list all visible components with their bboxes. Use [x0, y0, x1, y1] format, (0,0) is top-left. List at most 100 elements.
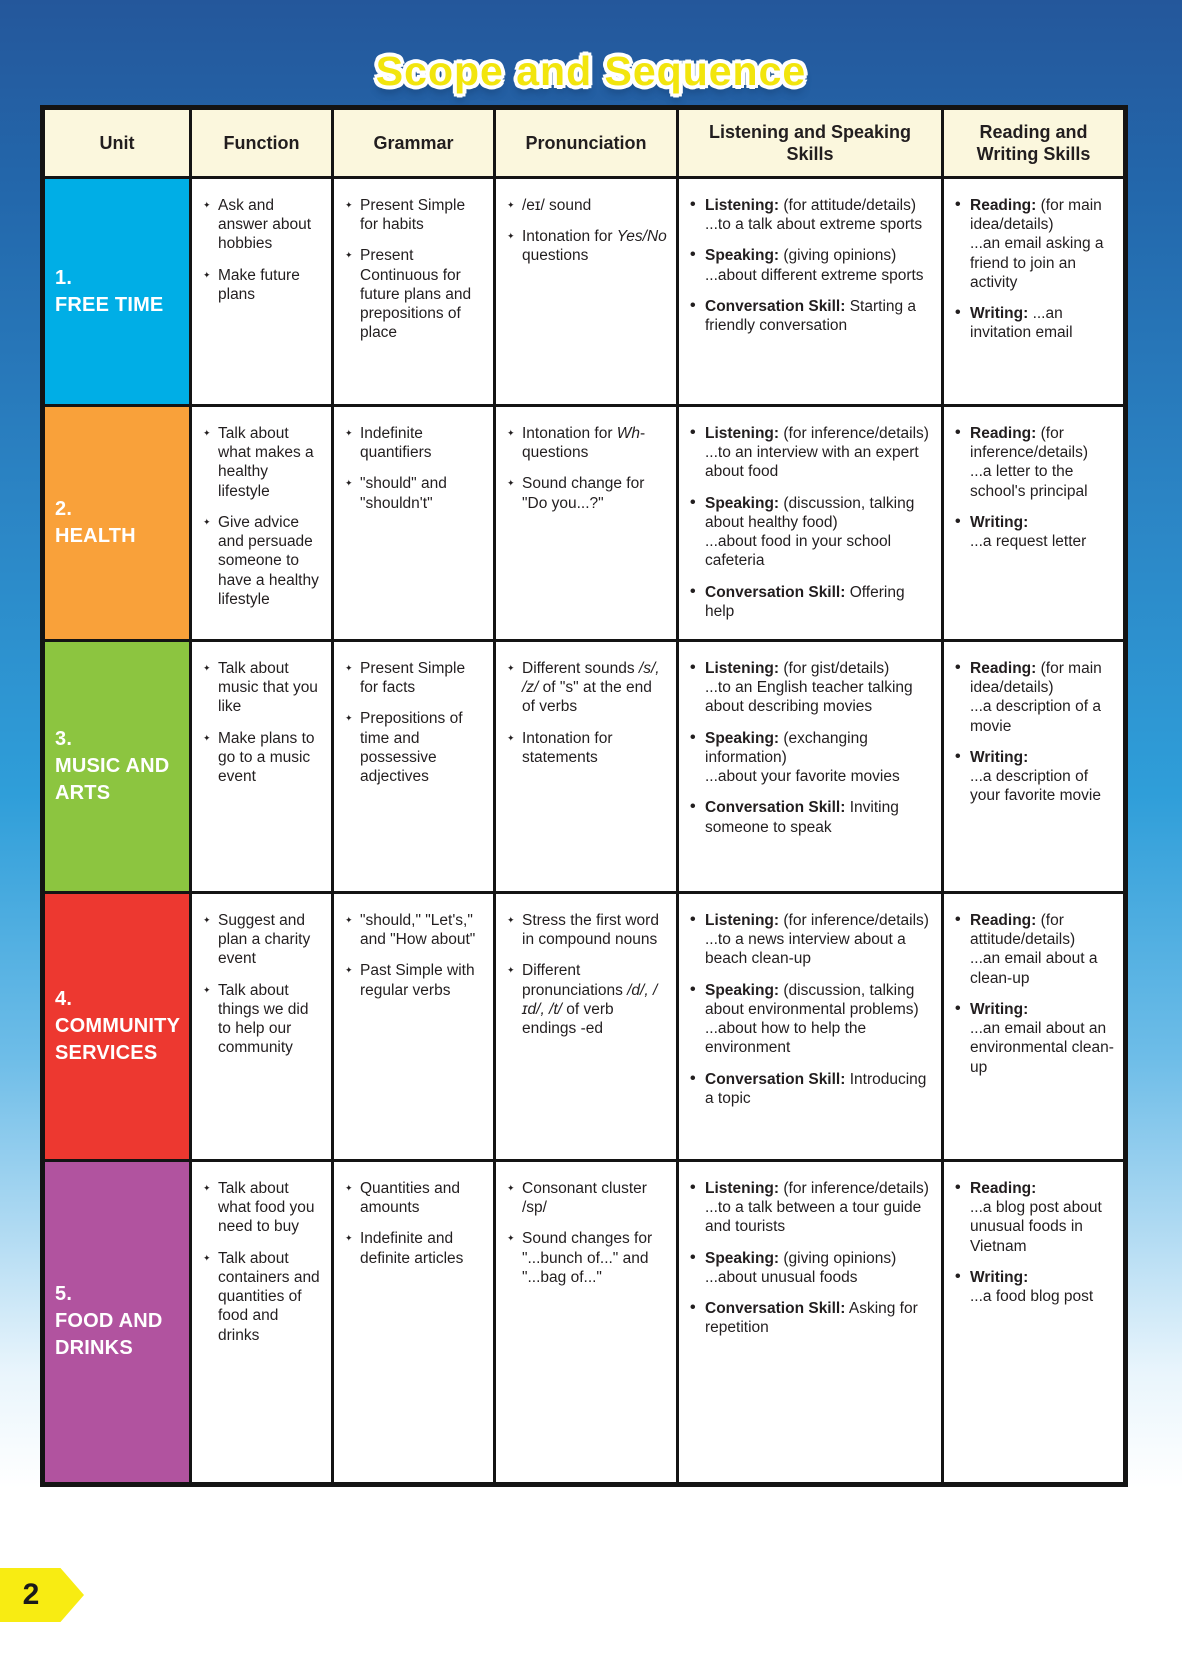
page-number: 2: [22, 1578, 40, 1611]
grammar-cell: ✦ Quantities and amounts ✦ Indefinite and d…: [331, 1158, 496, 1486]
diamond-bullet-icon: ✦: [345, 662, 353, 673]
function-cell: ✦ Talk about what makes a healthy lifesty…: [189, 404, 334, 642]
list-item-text: Talk about music that you like: [218, 659, 318, 716]
list-item: ✦ Sound change for "Do you...?": [507, 474, 667, 512]
column-header-reading-and-writing-skills: Reading and Writing Skills: [941, 106, 1127, 179]
list-item: ✦ Stress the first word in compound nouns: [507, 911, 667, 949]
table-row-unit-free-time: 1. FREE TIME ✦ Ask and answer about hobbies…: [41, 176, 1127, 407]
skill-item-text: Listening: (for inference/details) ...to …: [705, 425, 929, 481]
list-item: ✦ Suggest and plan a charity event: [203, 911, 322, 969]
unit-cell: 1. FREE TIME: [41, 176, 192, 407]
list-item: ✦ Make plans to go to a music event: [203, 729, 322, 787]
unit-cell: 2. HEALTH: [41, 404, 192, 642]
skill-item-text: Speaking: (discussion, talking about hea…: [705, 494, 915, 570]
listening-speaking-cell: • Listening: (for attitude/details) ...to …: [676, 176, 944, 407]
list-item-text: Present Continuous for future plans and …: [360, 247, 472, 342]
dot-bullet-icon: •: [955, 1178, 961, 1196]
list-item-text: Sound changes for "...bunch of..." and "…: [522, 1230, 653, 1286]
list-item-text: Give advice and persuade someone to have…: [218, 513, 319, 608]
dot-bullet-icon: •: [955, 658, 961, 676]
list-item: ✦ Prepositions of time and possessive adj…: [345, 709, 484, 786]
unit-number: 2.: [55, 497, 73, 520]
skill-item: • Speaking: (discussion, talking about en…: [690, 981, 932, 1058]
list-item-text: Different pronunciations /d/, /ɪd/, /t/ …: [522, 962, 658, 1038]
table-row-unit-health: 2. HEALTH ✦ Talk about what makes a healthy…: [41, 404, 1127, 642]
list-item-text: Talk about containers and quantities of …: [218, 1249, 320, 1344]
skill-item: • Reading: ...a blog post about unusual fo…: [955, 1179, 1114, 1256]
table-body: 1. FREE TIME ✦ Ask and answer about hobbies…: [41, 176, 1127, 1486]
skill-item-text: Writing: ...an invitation email: [970, 305, 1073, 342]
pronunciation-cell: ✦ /eɪ/ sound ✦ Intonation for Yes/No questi…: [493, 176, 679, 407]
list-item-text: Make future plans: [218, 266, 300, 303]
list-item: ✦ Make future plans: [203, 266, 322, 304]
list-item: ✦ Talk about what makes a healthy lifesty…: [203, 424, 322, 501]
list-item-text: Talk about things we did to help our com…: [218, 981, 309, 1057]
column-header-unit: Unit: [41, 106, 192, 179]
diamond-bullet-icon: ✦: [507, 965, 515, 976]
column-header-grammar: Grammar: [331, 106, 496, 179]
unit-number: 5.: [55, 1283, 73, 1306]
diamond-bullet-icon: ✦: [203, 269, 211, 280]
diamond-bullet-icon: ✦: [203, 428, 211, 438]
diamond-bullet-icon: ✦: [507, 1182, 515, 1193]
dot-bullet-icon: •: [690, 1069, 696, 1087]
list-item: ✦ Present Continuous for future plans and…: [345, 246, 484, 342]
skill-item-text: Writing: ...a description of your favorit…: [970, 748, 1101, 805]
column-header-function: Function: [189, 106, 334, 179]
listening-speaking-cell: • Listening: (for inference/details) ...to…: [676, 404, 944, 642]
dot-bullet-icon: •: [955, 747, 961, 765]
skill-item: • Conversation Skill: Introducing a topic: [690, 1070, 932, 1108]
table-row-unit-community-services: 4. COMMUNITY SERVICES ✦ Suggest and plan a …: [41, 890, 1127, 1162]
list-item: ✦ Consonant cluster /sp/: [507, 1179, 667, 1217]
pronunciation-cell: ✦ Consonant cluster /sp/ ✦ Sound changes fo…: [493, 1158, 679, 1486]
listening-speaking-cell: • Listening: (for gist/details) ...to an E…: [676, 638, 944, 894]
unit-number: 1.: [55, 266, 73, 289]
unit-number: 4.: [55, 987, 73, 1010]
pronunciation-cell: ✦ Different sounds /s/, /z/ of "s" at the…: [493, 638, 679, 894]
reading-writing-cell: • Reading: ...a blog post about unusual fo…: [941, 1158, 1127, 1486]
unit-cell: 4. COMMUNITY SERVICES: [41, 890, 192, 1162]
skill-item: • Writing: ...an email about an environmen…: [955, 1000, 1114, 1077]
dot-bullet-icon: •: [690, 1299, 696, 1317]
list-item-text: Indefinite quantifiers: [360, 425, 432, 462]
diamond-bullet-icon: ✦: [507, 662, 515, 673]
skill-item: • Reading: (for attitude/details) ...an em…: [955, 911, 1114, 988]
diamond-bullet-icon: ✦: [345, 478, 353, 489]
list-item-text: Talk about what food you need to buy: [218, 1179, 315, 1236]
dot-bullet-icon: •: [690, 196, 696, 213]
list-item-text: Quantities and amounts: [360, 1179, 460, 1217]
skill-item: • Reading: (for inference/details) ...a le…: [955, 424, 1114, 501]
diamond-bullet-icon: ✦: [345, 965, 353, 976]
skill-item-text: Reading: (for main idea/details) ...a des…: [970, 659, 1102, 735]
list-item: ✦ Quantities and amounts: [345, 1179, 484, 1217]
listening-speaking-cell: • Listening: (for inference/details) ...to…: [676, 1158, 944, 1486]
list-item-text: Stress the first word in compound nouns: [522, 911, 659, 949]
list-item-text: Indefinite and definite articles: [360, 1230, 464, 1267]
diamond-bullet-icon: ✦: [345, 713, 353, 724]
list-item-text: Make plans to go to a music event: [218, 729, 315, 786]
skill-item-text: Reading: ...a blog post about unusual foo…: [970, 1179, 1102, 1255]
diamond-bullet-icon: ✦: [507, 732, 515, 743]
skill-item: • Listening: (for inference/details) ...to…: [690, 911, 932, 969]
column-header-pronunciation: Pronunciation: [493, 106, 679, 179]
skill-item-text: Listening: (for inference/details) ...to …: [705, 1179, 929, 1236]
skill-item-text: Writing: ...a request letter: [970, 513, 1087, 551]
dot-bullet-icon: •: [955, 424, 961, 441]
function-cell: ✦ Talk about music that you like ✦ Make pla…: [189, 638, 334, 894]
skill-item: • Listening: (for inference/details) ...to…: [690, 424, 932, 482]
page-number-tag: 2: [0, 1568, 84, 1622]
skill-item: • Reading: (for main idea/details) ...an e…: [955, 196, 1114, 292]
unit-number: 3.: [55, 727, 73, 750]
skill-item-text: Conversation Skill: Asking for repetitio…: [705, 1300, 918, 1337]
scope-and-sequence-table: Unit Function Grammar Pronunciation Listenin…: [40, 105, 1128, 1487]
function-cell: ✦ Suggest and plan a charity event ✦ Talk a…: [189, 890, 334, 1162]
skill-item-text: Reading: (for inference/details) ...a let…: [970, 425, 1089, 500]
list-item-text: "should," "Let's," and "How about": [360, 911, 476, 949]
dot-bullet-icon: •: [690, 246, 696, 264]
skill-item-text: Conversation Skill: Inviting someone to …: [705, 799, 899, 836]
diamond-bullet-icon: ✦: [507, 428, 515, 438]
diamond-bullet-icon: ✦: [345, 428, 353, 438]
diamond-bullet-icon: ✦: [345, 914, 353, 925]
list-item: ✦ Intonation for Wh-questions: [507, 424, 667, 462]
list-item-text: Different sounds /s/, /z/ of "s" at the …: [522, 659, 660, 716]
